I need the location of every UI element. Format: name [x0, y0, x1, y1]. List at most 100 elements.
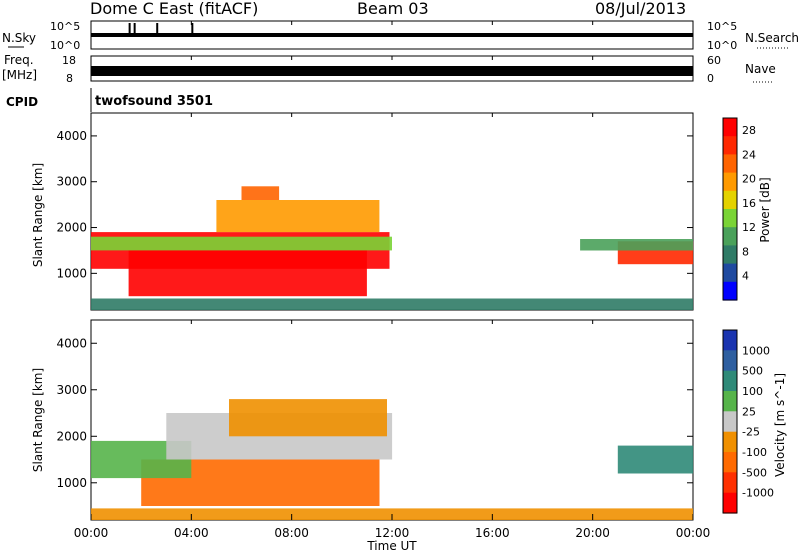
y-tick-label-3: 4000 — [56, 336, 87, 350]
nave-tick-top: 60 — [707, 54, 721, 67]
power-region-3 — [216, 200, 380, 233]
y-tick-label-2: 3000 — [56, 175, 87, 189]
colorbar-swatch-5 — [723, 209, 737, 228]
colorbar-tick-7: -1000 — [742, 487, 774, 500]
colorbar-swatch-2 — [723, 154, 737, 174]
noise-left-tick-bottom: 10^0 — [50, 39, 80, 52]
colorbar-tick-4: 20 — [742, 173, 756, 186]
colorbar-swatch-0 — [723, 330, 737, 351]
colorbar-swatch-0 — [723, 118, 737, 137]
power-region-2 — [91, 236, 392, 251]
x-tick-label-2: 08:00 — [274, 526, 309, 540]
velocity-region-3 — [229, 399, 387, 437]
colorbar-swatch-2 — [723, 370, 737, 392]
y-tick-label-0: 1000 — [56, 476, 87, 490]
nave-tick-bottom: 0 — [707, 72, 714, 85]
power-y-axis-title: Slant Range [km] — [31, 163, 45, 267]
noise-sky-trace — [91, 33, 693, 37]
colorbar-tick-0: 1000 — [742, 344, 770, 357]
power-region-7 — [91, 298, 693, 310]
colorbar-swatch-4 — [723, 411, 737, 433]
colorbar-tick-1: 8 — [742, 245, 749, 258]
x-tick-label-3: 12:00 — [375, 526, 410, 540]
nave-label: Nave — [745, 62, 776, 76]
colorbar-swatch-7 — [723, 472, 737, 494]
power-region-6 — [580, 239, 693, 251]
y-tick-label-1: 2000 — [56, 429, 87, 443]
colorbar-swatch-3 — [723, 391, 737, 412]
colorbar-swatch-6 — [723, 452, 737, 473]
x-tick-label-5: 20:00 — [575, 526, 610, 540]
freq-unit-label: [MHz] — [2, 68, 37, 82]
colorbar-tick-5: -100 — [742, 446, 767, 459]
y-tick-label-1: 2000 — [56, 221, 87, 235]
colorbar-swatch-8 — [723, 263, 737, 283]
colorbar-swatch-1 — [723, 350, 737, 372]
noise-panel: N.Sky 10^5 10^0 10^5 10^0 N.Search — [2, 20, 799, 52]
power-y-axis: 1000 2000 3000 4000 — [56, 129, 693, 280]
x-axis: 00:00 04:00 08:00 12:00 16:00 20:00 00:00 — [74, 21, 711, 540]
colorbar-frame — [722, 117, 738, 301]
freq-tick-top: 18 — [62, 54, 76, 67]
colorbar-tick-0: 4 — [742, 270, 749, 283]
cpid-row: CPID twofsound 3501 — [6, 88, 213, 112]
velocity-region-4 — [617, 445, 694, 474]
x-tick-label-6: 00:00 — [676, 526, 711, 540]
cpid-text: twofsound 3501 — [95, 94, 213, 109]
power-data — [91, 186, 694, 310]
noise-right-tick-bottom: 10^0 — [707, 39, 737, 52]
colorbar-swatch-4 — [723, 190, 737, 210]
colorbar-swatch-6 — [723, 227, 737, 246]
noise-left-tick-top: 10^5 — [50, 20, 80, 33]
colorbar-tick-3: 16 — [742, 197, 756, 210]
y-tick-label-2: 3000 — [56, 383, 87, 397]
beam-title: Beam 03 — [357, 0, 429, 18]
y-tick-label-3: 4000 — [56, 129, 87, 143]
y-tick-label-0: 1000 — [56, 266, 87, 280]
velocity-colorbar: 1000 500 100 25 -25 -100 -500 -1000 — [722, 329, 774, 514]
colorbar-tick-2: 12 — [742, 221, 756, 234]
x-tick-label-4: 16:00 — [475, 526, 510, 540]
colorbar-tick-1: 500 — [742, 365, 763, 378]
velocity-panel: 1000 2000 3000 4000 Slant Range [km] 1000 50… — [31, 319, 787, 521]
colorbar-swatch-8 — [723, 492, 737, 514]
freq-tick-bottom: 8 — [66, 72, 73, 85]
noise-sky-label: N.Sky — [2, 31, 36, 45]
power-region-1 — [128, 250, 367, 297]
cpid-label: CPID — [6, 95, 38, 109]
freq-label: Freq. — [4, 53, 34, 67]
colorbar-tick-5: 24 — [742, 148, 756, 161]
x-axis-title: Time UT — [366, 539, 417, 553]
x-tick-label-1: 04:00 — [174, 526, 209, 540]
nave-band — [91, 66, 693, 76]
colorbar-tick-3: 25 — [742, 405, 756, 418]
station-title: Dome C East (fitACF) — [90, 0, 258, 18]
power-colorbar-title: Power [dB] — [758, 177, 772, 242]
colorbar-tick-6: -500 — [742, 466, 767, 479]
noise-trace — [91, 23, 693, 37]
date-title: 08/Jul/2013 — [595, 0, 686, 18]
x-tick-label-0: 00:00 — [74, 526, 109, 540]
colorbar-tick-6: 28 — [742, 124, 756, 137]
colorbar-swatch-1 — [723, 136, 737, 155]
noise-right-tick-top: 10^5 — [707, 20, 737, 33]
noise-spike-3 — [191, 23, 194, 35]
noise-spike-0 — [128, 23, 131, 35]
colorbar-swatch-9 — [723, 281, 737, 301]
velocity-y-axis-title: Slant Range [km] — [31, 368, 45, 472]
power-region-4 — [241, 186, 280, 200]
colorbar-tick-2: 100 — [742, 385, 763, 398]
power-panel: 1000 2000 3000 4000 Slant Range [km] 4 8 12 16… — [31, 112, 772, 311]
velocity-y-axis: 1000 2000 3000 4000 — [56, 336, 693, 490]
colorbar-swatch-7 — [723, 245, 737, 265]
noise-spike-1 — [133, 23, 136, 35]
colorbar-frame — [722, 329, 738, 514]
power-colorbar: 4 8 12 16 20 24 28 — [722, 117, 756, 301]
colorbar-swatch-5 — [723, 431, 737, 453]
colorbar-swatch-3 — [723, 172, 737, 192]
freq-panel: Freq. [MHz] 18 8 60 0 Nave — [2, 53, 776, 85]
noise-spike-2 — [156, 23, 159, 35]
colorbar-tick-4: -25 — [742, 426, 760, 439]
noise-search-label: N.Search — [745, 31, 799, 45]
